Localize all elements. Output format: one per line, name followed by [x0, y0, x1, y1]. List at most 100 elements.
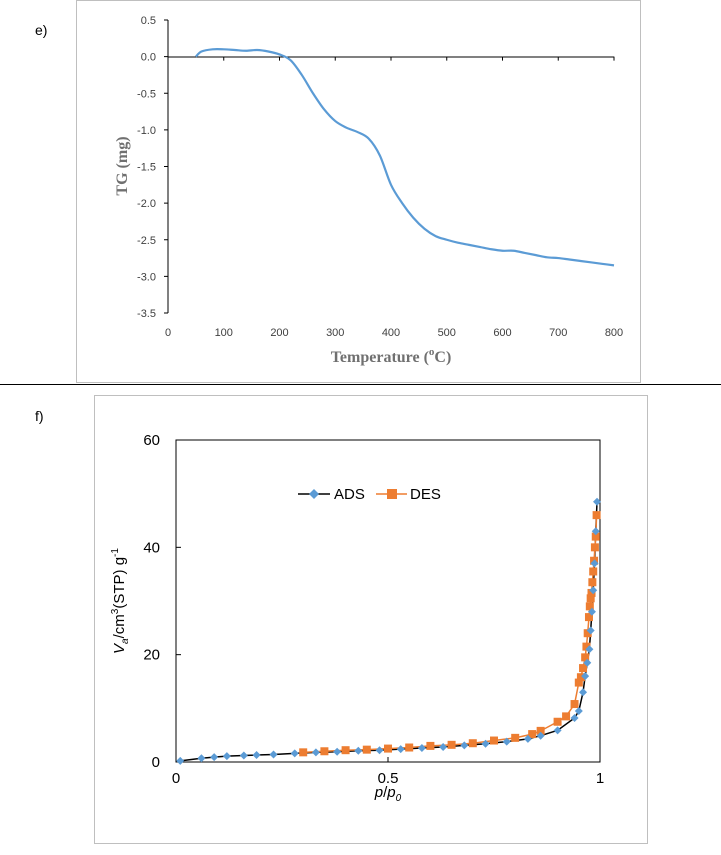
des-point [574, 678, 583, 687]
ads-point [523, 734, 532, 743]
ads-point [210, 753, 219, 762]
isotherm-y-tick-label: 20 [143, 647, 160, 664]
panel-label-e: e) [35, 22, 48, 38]
ads-point [570, 713, 579, 722]
des-point [581, 653, 590, 662]
des-point [536, 726, 545, 735]
des-point [579, 664, 588, 673]
ads-point [587, 607, 596, 616]
isotherm-x-tick-label: 0 [172, 770, 180, 787]
legend-des-marker [387, 489, 397, 499]
ads-point [375, 746, 384, 755]
des-point [562, 712, 571, 721]
ads-point [591, 527, 600, 536]
des-point [584, 613, 593, 622]
tg-x-tick-label: 800 [605, 327, 623, 339]
des-point [582, 642, 591, 651]
isotherm-plot-area [175, 439, 601, 763]
des-point [426, 741, 435, 750]
des-point [299, 748, 308, 757]
des-point [590, 543, 599, 552]
des-point [553, 717, 562, 726]
isotherm-legend: ADS DES [298, 486, 441, 503]
des-point [490, 736, 498, 745]
tg-x-tick-label: 0 [165, 327, 171, 339]
ads-point [581, 672, 590, 681]
ads-series-line [180, 501, 598, 762]
ads-point [583, 658, 592, 667]
des-point [570, 700, 579, 709]
isotherm-y-tick-label: 0 [152, 754, 160, 771]
ads-point [502, 737, 511, 746]
tg-chart-frame [76, 0, 641, 383]
des-point [576, 673, 585, 682]
tg-y-tick-label: -0.5 [137, 88, 156, 100]
des-point [592, 511, 601, 520]
tg-x-tick-label: 200 [270, 327, 288, 339]
tg-chart: 0.5 0.0 -0.5 -1.0 -1.5 -2.0 -2.5 -3.0 -3.5 0 100 2… [76, 0, 641, 383]
tg-x-tick-label: 300 [326, 327, 344, 339]
tg-y-tick-label: -1.0 [137, 125, 156, 137]
panel-label-f: f) [35, 408, 44, 424]
isotherm-chart-frame [94, 395, 648, 844]
tg-y-axis-title: TG (mg) [114, 136, 131, 195]
des-point [587, 588, 596, 597]
des-point [591, 532, 600, 541]
ads-point [585, 645, 594, 654]
des-point [362, 745, 371, 754]
panel-divider [0, 384, 721, 385]
isotherm-y-tick-label: 40 [143, 539, 160, 556]
isotherm-y-tick-label: 60 [143, 432, 160, 449]
isotherm-x-axis-title: p/p0 [374, 784, 402, 804]
tg-y-tick-label: -2.0 [137, 198, 156, 210]
des-point [468, 739, 477, 748]
ads-point [396, 745, 405, 754]
tg-x-axis-title: Temperature (oC) [331, 346, 452, 366]
ads-point [311, 748, 320, 757]
ads-point [590, 559, 599, 568]
ads-point [176, 756, 185, 765]
tg-x-tick-label: 100 [215, 327, 233, 339]
ads-point [252, 751, 261, 760]
ads-point [579, 688, 588, 697]
ads-point [481, 739, 490, 748]
ads-point [239, 751, 248, 760]
isotherm-chart: 0 20 40 60 0 0.5 1 ADS DES p/p0 Va/cm3(STP) g… [94, 395, 648, 844]
legend-ads-marker [309, 489, 319, 499]
tg-y-tick-label: -2.5 [137, 235, 156, 247]
des-point [447, 740, 456, 749]
ads-point [290, 749, 299, 758]
des-point [341, 746, 350, 755]
ads-point [197, 754, 206, 763]
legend-ads-label: ADS [334, 486, 365, 503]
isotherm-x-tick-label: 1 [596, 770, 604, 787]
ads-point [589, 586, 598, 595]
tg-y-tick-label: -3.0 [137, 271, 156, 283]
des-point [583, 629, 592, 638]
ads-point [593, 497, 602, 506]
ads-point [222, 752, 231, 761]
des-point [511, 733, 520, 742]
tg-x-tick-label: 400 [382, 327, 400, 339]
des-point [589, 567, 598, 576]
tg-x-tick-label: 500 [438, 327, 456, 339]
ads-point [586, 626, 595, 635]
ads-point [417, 744, 426, 753]
des-point [384, 744, 392, 753]
des-point [405, 743, 414, 752]
isotherm-y-axis-title: Va/cm3(STP) g-1 [110, 548, 131, 654]
ads-point [439, 742, 448, 751]
tg-y-tick-label: -1.5 [137, 162, 156, 174]
tg-y-tick-label: -3.5 [137, 308, 156, 320]
ads-point [536, 731, 545, 740]
tg-x-tick-label: 700 [549, 327, 567, 339]
ads-point [354, 746, 363, 755]
ads-point [269, 750, 278, 759]
isotherm-x-tick-label: 0.5 [378, 770, 399, 787]
legend-des-label: DES [410, 486, 441, 503]
tg-y-tick-label: 0.5 [141, 15, 156, 27]
ads-point [460, 741, 469, 750]
ads-point [553, 726, 562, 735]
des-point [585, 602, 594, 611]
tg-x-tick-label: 600 [493, 327, 511, 339]
